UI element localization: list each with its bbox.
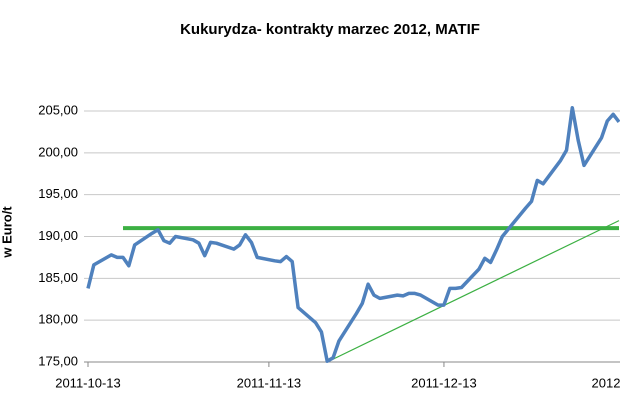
x-tick-label: 2012 bbox=[592, 375, 620, 390]
y-tick-label: 200,00 bbox=[38, 144, 78, 159]
x-tick-label: 2011-10-13 bbox=[55, 375, 121, 390]
y-tick-label: 195,00 bbox=[38, 186, 78, 201]
x-tick-label: 2011-12-13 bbox=[411, 375, 477, 390]
price-line bbox=[86, 105, 620, 363]
y-tick-label: 190,00 bbox=[38, 228, 78, 243]
y-axis-label: w Euro/t bbox=[0, 206, 14, 259]
chart-title: Kukurydza- kontrakty marzec 2012, MATIF bbox=[180, 21, 480, 38]
y-tick-label: 180,00 bbox=[38, 312, 78, 327]
x-tick-label: 2011-11-13 bbox=[237, 375, 302, 390]
y-tick-label: 175,00 bbox=[38, 353, 78, 368]
trend-line bbox=[326, 220, 620, 363]
y-tick-label: 185,00 bbox=[38, 270, 78, 285]
y-tick-label: 205,00 bbox=[38, 102, 78, 117]
